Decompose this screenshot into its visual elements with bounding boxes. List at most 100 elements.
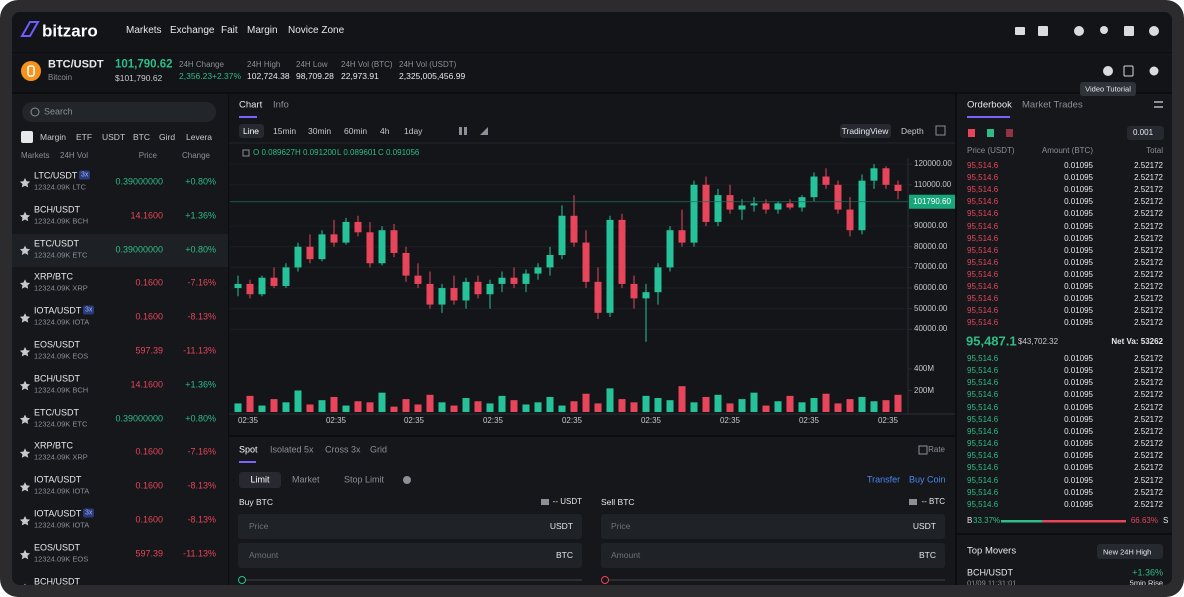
candle-body — [246, 283, 254, 295]
chart-tab[interactable]: Info — [273, 99, 289, 111]
candle-body — [894, 184, 902, 191]
search-box[interactable] — [22, 102, 216, 122]
nav-item[interactable]: Margin — [247, 25, 278, 36]
slider-knob[interactable] — [601, 576, 609, 584]
nav-item[interactable]: Fait — [221, 25, 238, 36]
precision-select[interactable] — [1127, 126, 1164, 140]
search[interactable]: Search — [44, 106, 73, 117]
market-volume: 12324.09K IOTA — [34, 486, 90, 496]
market-pair[interactable]: ETC/USDT — [34, 407, 79, 418]
ob-price: 95,514.6 — [967, 414, 999, 424]
market-change: -7.16% — [187, 277, 216, 288]
chart-tab[interactable]: Chart — [239, 99, 263, 111]
market-pair[interactable]: BCH/USDT — [34, 204, 81, 215]
interval[interactable]: Line — [242, 125, 260, 136]
movers-filter[interactable]: New 24H High — [1103, 547, 1152, 557]
input-box[interactable] — [601, 543, 945, 568]
chart-view[interactable]: Depth — [901, 125, 924, 136]
ob-total: 2.52172 — [1134, 439, 1163, 449]
mover-change: +1.36% — [1132, 567, 1163, 578]
interval[interactable]: 30min — [308, 125, 332, 136]
ob-amount: 0.01095 — [1064, 306, 1093, 316]
market-tab[interactable]: BTC — [133, 131, 150, 142]
field-label[interactable]: Amount — [249, 549, 279, 560]
ob-price: 95,514.6 — [967, 161, 999, 170]
ob-price: 95,514.6 — [967, 439, 999, 449]
ob-price: 95,514.6 — [967, 390, 999, 400]
interval[interactable]: 1day — [404, 125, 423, 136]
ob-tab[interactable]: Orderbook — [967, 99, 1012, 111]
market-tab[interactable]: USDT — [102, 131, 126, 142]
link[interactable]: Buy Coin — [909, 474, 946, 485]
interval[interactable]: 60min — [344, 125, 368, 136]
market-tab[interactable]: Gird — [159, 131, 176, 142]
chart-view[interactable]: TradingView — [841, 125, 889, 136]
ob-price: 95,514.6 — [967, 294, 999, 304]
order-type[interactable]: Limit — [250, 474, 270, 485]
ob-tab[interactable]: Market Trades — [1022, 99, 1083, 111]
link[interactable]: Transfer — [867, 474, 901, 485]
market-pair[interactable]: EOS/USDT — [34, 339, 81, 350]
y-tick-label: 50000.00 — [914, 303, 948, 313]
order-tab[interactable]: Cross 3x — [325, 444, 361, 455]
favorite-tab[interactable] — [21, 131, 33, 143]
volume-bar — [546, 396, 554, 412]
search-icon — [30, 107, 40, 117]
order-type[interactable]: Stop Limit — [344, 474, 385, 485]
view-active[interactable] — [840, 124, 891, 138]
market-pair[interactable]: XRP/BTC — [34, 271, 74, 282]
nav-item[interactable]: Novice Zone — [288, 25, 345, 36]
market-pair[interactable]: LTC/USDT — [34, 170, 78, 181]
market-pair[interactable]: BCH/USDT — [34, 373, 81, 384]
market-pair[interactable]: IOTA/USDT — [34, 305, 82, 316]
market-pair[interactable]: IOTA/USDT — [34, 474, 82, 485]
input-box[interactable] — [601, 514, 945, 539]
market-pair[interactable]: BCH/USDT — [34, 576, 81, 587]
precision[interactable]: 0.001 — [1133, 128, 1154, 137]
market-tab[interactable]: ETF — [76, 131, 93, 142]
candle-body — [486, 283, 494, 295]
market-pair[interactable]: XRP/BTC — [34, 440, 74, 451]
order-tab[interactable]: Grid — [370, 444, 388, 455]
market-volume: 12324.09K BCH — [34, 385, 89, 395]
candle-body — [618, 219, 626, 284]
interval-active[interactable] — [239, 124, 264, 138]
field-label[interactable]: Amount — [611, 549, 641, 560]
order-type[interactable]: Market — [292, 474, 320, 485]
ob-amount: 0.01095 — [1064, 161, 1093, 170]
filter-select[interactable] — [1097, 544, 1163, 559]
market-price: 0.39000000 — [115, 176, 163, 187]
favorite-star — [19, 414, 31, 424]
input-box[interactable] — [238, 543, 582, 568]
favorite-star — [19, 549, 31, 560]
volume-bar — [330, 396, 338, 412]
order-tab[interactable]: Isolated 5x — [270, 444, 314, 455]
list-header: Markets — [21, 151, 50, 160]
market-pair[interactable]: ETC/USDT — [34, 238, 79, 249]
market-volume: 12324.09K ETC — [34, 418, 88, 428]
market-tab[interactable]: Levera — [186, 131, 212, 142]
market-pair[interactable]: EOS/USDT — [34, 542, 81, 553]
rate[interactable]: Rate — [928, 445, 945, 454]
market-pair[interactable]: IOTA/USDT — [34, 508, 82, 519]
candle-body — [654, 267, 662, 293]
ob-amount: 0.01095 — [1064, 414, 1093, 424]
ob-price: 95,514.6 — [967, 221, 999, 231]
slider-knob[interactable] — [238, 576, 246, 584]
field-label[interactable]: Price — [611, 520, 631, 531]
indicator-icon — [242, 149, 250, 157]
interval[interactable]: 4h — [380, 125, 390, 136]
nav-item[interactable]: Markets — [126, 25, 162, 36]
interval[interactable]: 15min — [273, 125, 297, 136]
type-active[interactable] — [239, 472, 281, 488]
x-tick-label: 02:35 — [325, 416, 347, 425]
ob-price: 95,514.6 — [967, 269, 999, 279]
market-tab[interactable]: Margin — [40, 131, 66, 142]
order-tab[interactable]: Spot — [239, 444, 258, 455]
volume-bar — [294, 390, 302, 412]
ob-price: 95,514.6 — [967, 354, 999, 363]
field-label[interactable]: Price — [249, 520, 269, 531]
nav-item[interactable]: Exchange — [170, 25, 215, 36]
input-box[interactable] — [238, 514, 582, 539]
